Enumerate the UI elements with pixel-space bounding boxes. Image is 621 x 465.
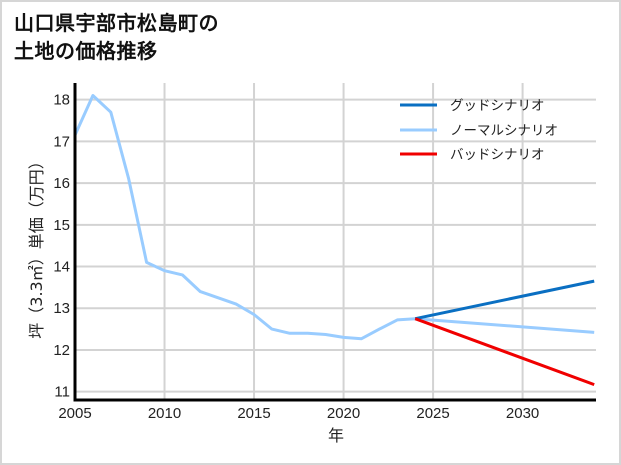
y-tick-labels: 11 12 13 14 15 16 17 18 <box>53 92 70 401</box>
axes <box>73 83 596 402</box>
chart-title-line2: 土地の価格推移 <box>14 39 158 63</box>
series-line <box>414 317 595 387</box>
y-tick-label: 16 <box>53 175 70 192</box>
grid-lines <box>74 83 596 400</box>
chart-title-line1: 山口県宇部市松島町の <box>14 11 219 35</box>
y-tick-label: 12 <box>53 342 70 359</box>
x-tick-labels: 2005 2010 2015 2020 2025 2030 <box>58 405 539 422</box>
y-tick-label: 14 <box>53 259 70 276</box>
y-tick-label: 18 <box>53 92 70 109</box>
y-tick-label: 15 <box>53 217 70 234</box>
legend-label: グッドシナリオ <box>450 98 545 114</box>
x-tick-label: 2005 <box>58 405 91 422</box>
x-tick-label: 2025 <box>416 405 449 422</box>
chart-title: 山口県宇部市松島町の 土地の価格推移 <box>14 9 219 65</box>
legend-label: バッドシナリオ <box>450 147 545 163</box>
legend-label: ノーマルシナリオ <box>450 123 558 139</box>
y-axis-label: 坪（3.3㎡）単価（万円） <box>27 153 46 338</box>
series-line <box>414 279 595 321</box>
y-tick-label: 17 <box>53 133 70 150</box>
series-line <box>73 94 595 341</box>
x-tick-label: 2015 <box>237 405 270 422</box>
y-tick-label: 11 <box>54 384 70 401</box>
data-series <box>73 94 595 387</box>
legend-item: バッドシナリオ <box>400 147 545 163</box>
x-axis-label: 年 <box>328 426 344 445</box>
legend-item: グッドシナリオ <box>400 98 545 114</box>
x-tick-label: 2030 <box>506 405 539 422</box>
x-tick-label: 2010 <box>148 405 181 422</box>
x-tick-label: 2020 <box>327 405 360 422</box>
y-tick-label: 13 <box>53 300 70 317</box>
legend-item: ノーマルシナリオ <box>400 123 558 139</box>
